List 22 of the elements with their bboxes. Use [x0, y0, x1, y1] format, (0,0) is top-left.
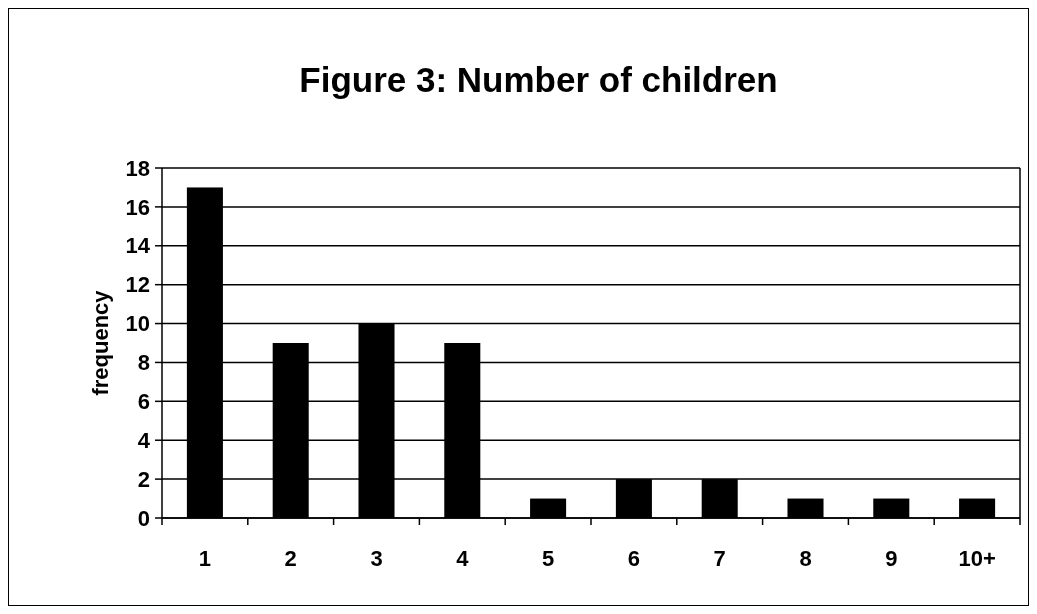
- x-tick-label: 3: [370, 546, 383, 571]
- y-tick-label: 6: [137, 389, 150, 415]
- x-tick-label: 4: [456, 546, 470, 571]
- x-tick-label: 10+: [958, 546, 996, 571]
- x-tick-label: 9: [885, 546, 898, 571]
- x-tick-label: 1: [198, 546, 212, 571]
- x-tick-label: 2: [284, 546, 297, 571]
- y-tick-label: 12: [125, 272, 150, 298]
- x-tick-label: 6: [627, 546, 641, 571]
- y-tick-label: 2: [137, 466, 150, 492]
- y-tick-label: 16: [125, 194, 150, 220]
- y-tick-label: 4: [137, 427, 151, 453]
- x-tick-label: 7: [713, 546, 726, 571]
- y-tick-label: 0: [137, 505, 150, 531]
- y-tick-label: 10: [125, 311, 150, 337]
- y-tick-label: 8: [137, 350, 150, 376]
- x-tick-label: 8: [799, 546, 812, 571]
- chart-title: Figure 3: Number of children: [299, 60, 778, 99]
- y-tick-label: 18: [125, 155, 150, 181]
- y-tick-label: 14: [125, 233, 151, 259]
- x-tick-label: 5: [541, 546, 555, 571]
- y-axis-title: frequency: [88, 289, 113, 396]
